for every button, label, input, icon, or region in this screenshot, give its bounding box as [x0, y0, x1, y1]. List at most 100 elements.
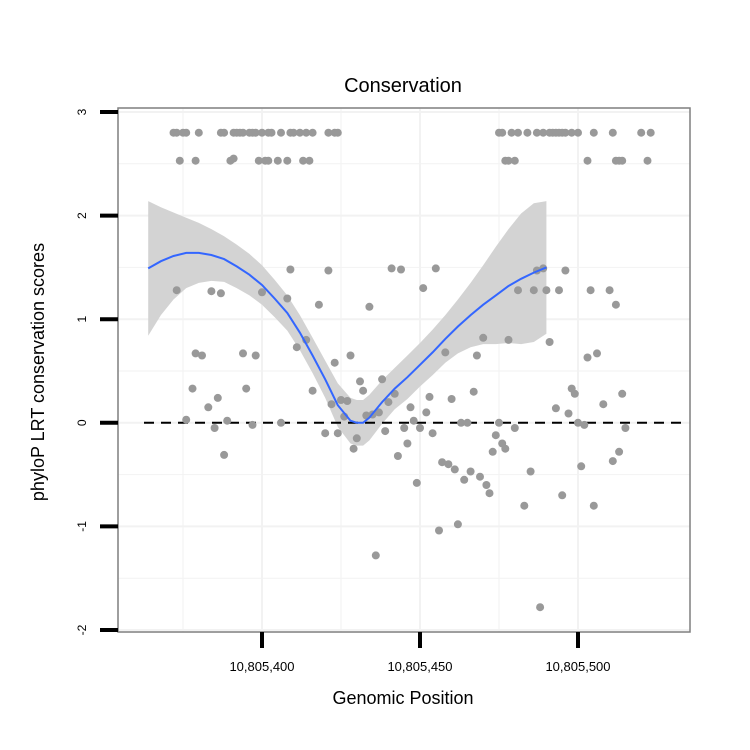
data-point: [349, 444, 358, 453]
data-point: [264, 156, 273, 165]
plot-panel: [117, 107, 691, 633]
data-point: [258, 288, 266, 297]
smooth-trend-line: [147, 251, 547, 424]
data-point: [324, 266, 333, 275]
data-point: [308, 386, 317, 395]
panel-border: [117, 107, 691, 633]
data-point: [611, 300, 620, 309]
data-point: [242, 384, 251, 393]
data-point: [333, 429, 342, 438]
data-points: [169, 128, 655, 612]
data-point: [251, 351, 260, 360]
data-point: [428, 429, 437, 438]
data-point: [441, 348, 450, 357]
data-point: [447, 395, 456, 403]
data-point: [393, 452, 402, 460]
y-tick-label: 0: [75, 419, 89, 426]
data-point: [577, 462, 586, 471]
data-point: [378, 375, 387, 384]
data-point: [191, 156, 200, 165]
data-point: [283, 294, 292, 303]
data-point: [239, 128, 247, 137]
data-point: [605, 286, 614, 295]
x-axis: 10,805,400 10,805,450 10,805,500: [229, 632, 611, 674]
data-point: [532, 128, 541, 137]
data-point: [618, 389, 627, 398]
data-point: [333, 128, 342, 137]
data-point: [172, 286, 181, 295]
data-point: [299, 156, 308, 165]
data-point: [523, 128, 532, 137]
data-point: [586, 286, 595, 295]
data-point: [618, 156, 627, 165]
data-point: [308, 128, 317, 137]
data-point: [646, 128, 655, 137]
data-point: [356, 377, 364, 386]
data-point: [258, 128, 266, 137]
data-point: [450, 465, 459, 474]
data-point: [476, 472, 484, 481]
data-point: [504, 156, 513, 165]
data-point: [520, 501, 529, 510]
data-point: [457, 418, 466, 427]
y-axis-title: phyloP LRT conservation scores: [28, 243, 48, 501]
chart-title: Conservation: [344, 75, 462, 97]
x-tick-label: 10,805,450: [387, 659, 452, 674]
data-point: [637, 128, 646, 137]
y-axis: -2 -1 0 1 2 3: [75, 108, 118, 635]
data-point: [425, 392, 434, 401]
y-tick-label: 2: [75, 212, 89, 219]
data-point: [305, 156, 314, 165]
data-point: [172, 128, 181, 137]
data-point: [374, 408, 383, 417]
data-point: [485, 489, 494, 498]
data-point: [504, 335, 513, 344]
data-point: [387, 264, 396, 273]
data-point: [545, 338, 554, 346]
data-point: [343, 397, 352, 405]
data-point: [216, 289, 225, 298]
y-tick-label: 3: [75, 108, 89, 115]
data-point: [182, 415, 191, 424]
data-point: [567, 128, 576, 137]
data-point: [529, 286, 538, 295]
data-point: [589, 128, 598, 137]
data-point: [327, 400, 336, 409]
data-point: [321, 429, 330, 438]
data-point: [207, 287, 216, 296]
data-point: [583, 156, 592, 165]
confidence-ribbon: [148, 201, 547, 446]
data-point: [324, 128, 333, 137]
data-point: [495, 418, 503, 427]
data-point: [498, 128, 507, 137]
data-point: [267, 128, 276, 137]
data-point: [283, 156, 292, 165]
data-point: [472, 351, 481, 360]
data-point: [608, 128, 617, 137]
data-point: [444, 460, 453, 469]
data-point: [213, 393, 222, 402]
data-point: [491, 431, 500, 440]
data-point: [302, 128, 311, 137]
data-point: [466, 467, 475, 476]
data-point: [314, 300, 323, 309]
x-tick-label: 10,805,400: [229, 659, 294, 674]
data-point: [539, 128, 548, 137]
y-tick-label: -1: [75, 521, 89, 532]
data-point: [277, 418, 285, 427]
data-point: [292, 343, 301, 352]
x-tick-label: 10,805,500: [545, 659, 610, 674]
data-point: [365, 302, 374, 311]
data-point: [643, 156, 652, 165]
data-point: [397, 265, 405, 274]
data-point: [229, 154, 238, 163]
data-point: [542, 286, 551, 295]
x-axis-title: Genomic Position: [332, 688, 473, 708]
data-point: [400, 424, 409, 432]
data-point: [273, 156, 282, 165]
data-point: [352, 434, 361, 443]
data-point: [188, 384, 197, 393]
data-point: [182, 128, 191, 137]
data-point: [580, 420, 589, 429]
data-point: [574, 128, 582, 137]
